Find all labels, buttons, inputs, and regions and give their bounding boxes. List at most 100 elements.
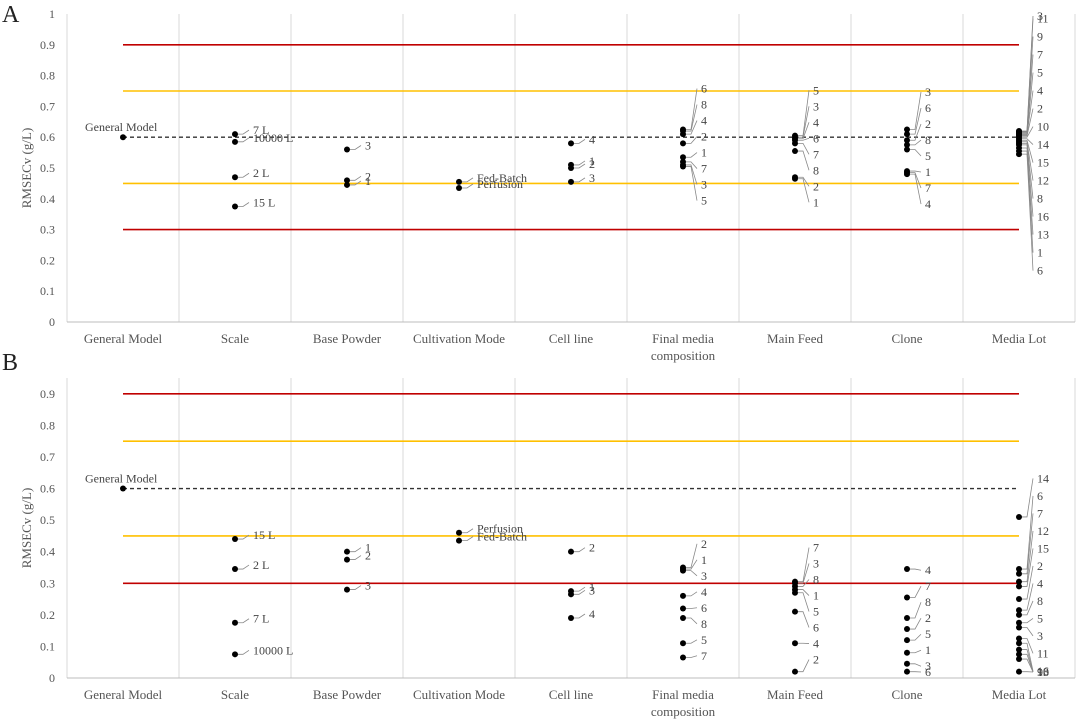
point-label: 12 <box>1037 174 1049 188</box>
data-point <box>680 567 686 574</box>
point-label: 7 <box>1037 506 1043 520</box>
point-label: 10000 L <box>253 131 293 145</box>
y-tick-label: 0.6 <box>40 130 55 144</box>
data-point <box>1016 668 1022 675</box>
data-point <box>904 615 910 621</box>
point-label: 8 <box>1037 192 1043 206</box>
data-point <box>232 619 238 626</box>
point-label: 2 <box>589 157 595 171</box>
data-point <box>904 137 910 144</box>
point-label: 7 L <box>253 123 269 137</box>
point-label: 3 <box>589 583 595 597</box>
label-leader <box>1022 153 1034 271</box>
point-label: 13 <box>1037 665 1049 679</box>
y-tick-label: 0.1 <box>40 284 55 298</box>
point-label: 3 <box>813 99 819 113</box>
label-leader <box>462 528 474 534</box>
category-label: Scale <box>221 687 249 702</box>
y-tick-label: 1 <box>49 7 55 21</box>
data-point <box>344 548 350 555</box>
label-leader <box>574 177 586 183</box>
point-label: Fed-Batch <box>477 171 527 185</box>
data-point <box>344 177 350 184</box>
point-label: 1 <box>1037 665 1043 679</box>
data-point <box>568 591 574 598</box>
point-label: 5 <box>701 633 707 647</box>
data-point <box>232 138 238 145</box>
data-point <box>1016 619 1022 626</box>
data-point <box>1016 570 1022 577</box>
label-leader <box>574 139 586 144</box>
data-point <box>232 566 238 573</box>
label-leader <box>1022 138 1034 145</box>
label-leader <box>686 655 698 658</box>
point-label: 9 <box>1037 30 1043 44</box>
label-leader <box>350 585 362 590</box>
data-point <box>680 154 686 161</box>
point-label: 10 <box>1037 120 1049 134</box>
point-label: 6 <box>813 621 819 635</box>
data-point <box>568 165 574 171</box>
label-leader <box>238 172 250 178</box>
label-leader <box>1022 649 1034 673</box>
label-leader <box>798 178 810 203</box>
data-point <box>1016 640 1022 647</box>
point-label: 5 <box>1037 611 1043 625</box>
label-leader <box>910 649 922 654</box>
point-label: 14 <box>1037 471 1049 485</box>
label-leader <box>1022 627 1034 637</box>
point-label: 16 <box>1037 210 1049 224</box>
point-label: 6 <box>925 101 931 115</box>
label-leader <box>1022 147 1034 235</box>
category-label: Cultivation Mode <box>413 687 505 702</box>
data-point <box>792 640 798 647</box>
data-point <box>120 485 126 492</box>
data-point <box>904 171 910 178</box>
point-label: 2 L <box>253 166 269 180</box>
point-label: 5 <box>925 627 931 641</box>
y-tick-label: 0.7 <box>40 450 55 464</box>
point-label: 1 <box>589 154 595 168</box>
point-label: 7 <box>701 649 707 663</box>
point-label: 13 <box>1037 228 1049 242</box>
point-label: 3 <box>701 178 707 192</box>
point-label: 4 <box>813 115 819 129</box>
data-point <box>904 566 910 573</box>
category-label: Base Powder <box>313 331 382 346</box>
label-leader <box>350 180 362 186</box>
label-leader <box>462 183 474 189</box>
label-leader <box>1022 653 1034 673</box>
data-point <box>1016 624 1022 631</box>
label-leader <box>910 602 922 619</box>
label-leader <box>1022 90 1034 136</box>
label-leader <box>686 543 698 568</box>
point-label: 8 <box>925 133 931 147</box>
label-leader <box>350 145 362 150</box>
y-tick-label: 0.6 <box>40 482 55 496</box>
category-label: General Model <box>84 331 163 346</box>
label-leader <box>910 618 922 630</box>
label-leader <box>1022 478 1034 518</box>
point-label: 3 <box>925 85 931 99</box>
label-leader <box>1022 658 1034 673</box>
label-leader <box>238 618 250 624</box>
data-point <box>904 131 910 138</box>
point-label: 2 <box>1037 102 1043 116</box>
point-label: 2 <box>589 541 595 555</box>
label-leader <box>1022 642 1034 671</box>
y-axis-label: RMSECv (g/L) <box>19 488 34 569</box>
label-leader <box>238 534 250 540</box>
label-leader <box>1022 513 1034 575</box>
y-tick-label: 0.4 <box>40 545 55 559</box>
label-leader <box>798 106 810 138</box>
label-leader <box>798 150 810 171</box>
data-point <box>680 640 686 647</box>
panel-b: B 0 0.1 0.2 0.3 0.4 0.5 0.6 0.7 0.8 0.9 RMSECv (g/L… <box>2 350 1076 719</box>
point-label: 5 <box>813 83 819 97</box>
point-label: 15 <box>1037 156 1049 170</box>
data-point <box>1016 646 1022 653</box>
label-leader <box>1022 495 1034 570</box>
data-point <box>232 174 238 181</box>
point-label: 3 <box>365 139 371 153</box>
label-leader <box>686 136 698 144</box>
